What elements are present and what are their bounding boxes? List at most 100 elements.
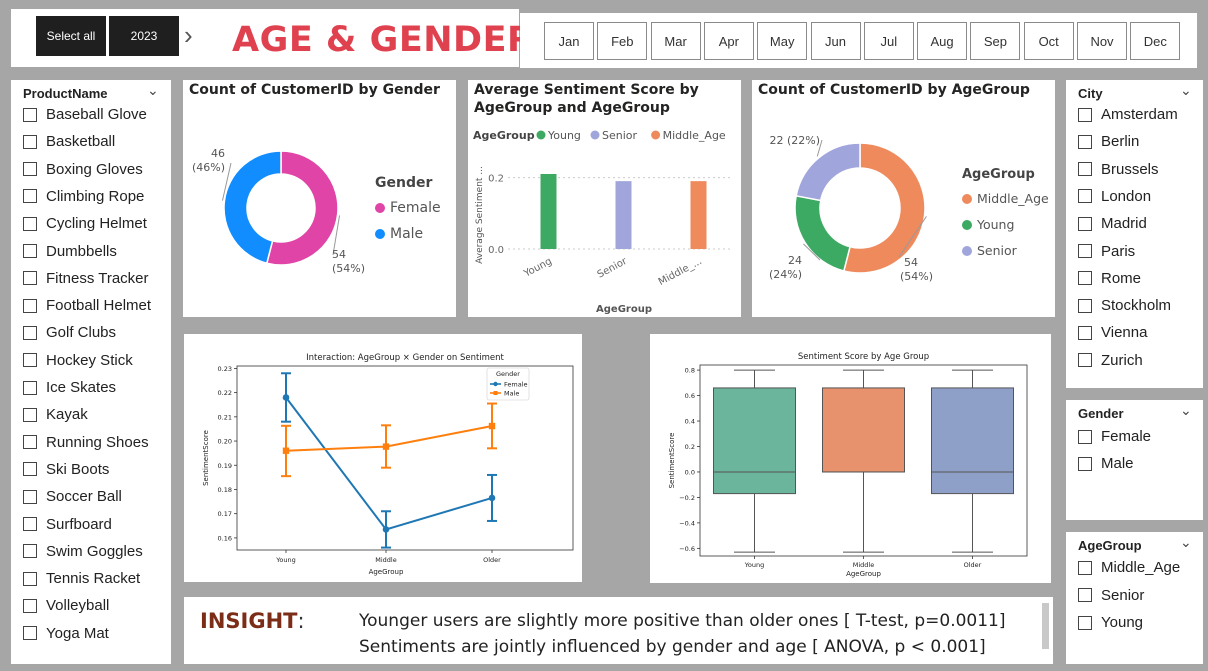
checkbox[interactable]	[23, 298, 37, 313]
checkbox[interactable]	[23, 271, 37, 286]
data-point[interactable]	[282, 394, 290, 401]
product-item-basketball[interactable]: Basketball	[23, 133, 115, 150]
legend-label-male[interactable]: Male	[390, 226, 423, 242]
checkbox[interactable]	[23, 489, 37, 504]
checkbox[interactable]	[1078, 325, 1092, 340]
checkbox[interactable]	[1078, 134, 1092, 149]
city-item-vienna[interactable]: Vienna	[1078, 324, 1147, 341]
bar-young[interactable]	[540, 174, 557, 249]
checkbox[interactable]	[1078, 271, 1092, 286]
month-button-apr[interactable]: Apr	[703, 22, 754, 60]
legend-label-young[interactable]: Young	[976, 217, 1014, 232]
chevron-right-icon[interactable]: ›	[184, 20, 193, 50]
donut-slice-male[interactable]	[223, 150, 282, 265]
legend-label-male[interactable]: Male	[504, 389, 519, 397]
product-item-swim-goggles[interactable]: Swim Goggles	[23, 543, 143, 560]
product-item-football-helmet[interactable]: Football Helmet	[23, 297, 151, 314]
agegroup-item-young[interactable]: Young	[1078, 614, 1143, 631]
checkbox[interactable]	[23, 407, 37, 422]
product-item-tennis-racket[interactable]: Tennis Racket	[23, 570, 140, 587]
checkbox[interactable]	[23, 216, 37, 231]
city-item-amsterdam[interactable]: Amsterdam	[1078, 106, 1178, 123]
month-button-feb[interactable]: Feb	[597, 22, 648, 60]
checkbox[interactable]	[23, 598, 37, 613]
checkbox[interactable]	[23, 462, 37, 477]
month-button-dec[interactable]: Dec	[1130, 22, 1181, 60]
month-button-jan[interactable]: Jan	[544, 22, 594, 60]
gender-item-male[interactable]: Male	[1078, 455, 1134, 472]
box-older[interactable]	[931, 387, 1014, 495]
city-item-zurich[interactable]: Zurich	[1078, 352, 1143, 369]
legend-label-senior[interactable]: Senior	[602, 129, 638, 142]
checkbox[interactable]	[23, 134, 37, 149]
checkbox[interactable]	[1078, 429, 1092, 444]
data-point[interactable]	[488, 422, 496, 430]
checkbox[interactable]	[23, 162, 37, 177]
legend-label-middle-age[interactable]: Middle_Age	[663, 129, 726, 142]
product-item-baseball-glove[interactable]: Baseball Glove	[23, 106, 147, 123]
donut-slice-middle-age[interactable]	[842, 142, 926, 274]
checkbox[interactable]	[1078, 298, 1092, 313]
checkbox[interactable]	[23, 571, 37, 586]
checkbox[interactable]	[23, 189, 37, 204]
city-item-berlin[interactable]: Berlin	[1078, 133, 1139, 150]
checkbox[interactable]	[23, 517, 37, 531]
checkbox[interactable]	[1078, 162, 1092, 177]
box-middle[interactable]	[822, 387, 905, 473]
checkbox[interactable]	[1078, 615, 1092, 630]
donut-slice-senior[interactable]	[795, 142, 861, 202]
month-button-oct[interactable]: Oct	[1023, 22, 1074, 60]
checkbox[interactable]	[23, 626, 37, 641]
gender-item-female[interactable]: Female	[1078, 428, 1151, 445]
chevron-down-icon[interactable]: ⌄	[1180, 82, 1192, 98]
month-button-mar[interactable]: Mar	[650, 22, 701, 60]
city-item-brussels[interactable]: Brussels	[1078, 161, 1159, 178]
data-point[interactable]	[382, 443, 390, 450]
month-button-may[interactable]: May	[757, 22, 808, 60]
month-button-nov[interactable]: Nov	[1077, 22, 1127, 60]
select-all-button[interactable]: Select all	[36, 16, 106, 56]
checkbox[interactable]	[23, 244, 37, 258]
month-button-jun[interactable]: Jun	[810, 22, 861, 60]
bar-senior[interactable]	[615, 181, 632, 249]
product-item-surfboard[interactable]: Surfboard	[23, 516, 112, 533]
checkbox[interactable]	[1078, 353, 1092, 368]
checkbox[interactable]	[23, 325, 37, 340]
checkbox[interactable]	[1078, 588, 1092, 602]
product-item-golf-clubs[interactable]: Golf Clubs	[23, 324, 116, 341]
city-item-london[interactable]: London	[1078, 188, 1151, 205]
product-item-kayak[interactable]: Kayak	[23, 406, 88, 423]
donut-slice-female[interactable]	[265, 150, 339, 266]
checkbox[interactable]	[1078, 456, 1092, 471]
chevron-down-icon[interactable]: ⌄	[1180, 534, 1192, 550]
product-item-cycling-helmet[interactable]: Cycling Helmet	[23, 215, 147, 232]
checkbox[interactable]	[23, 544, 37, 559]
data-point[interactable]	[488, 494, 496, 502]
box-young[interactable]	[713, 387, 796, 495]
checkbox[interactable]	[23, 435, 37, 450]
checkbox[interactable]	[23, 380, 37, 395]
legend-label-middle-age[interactable]: Middle_Age	[977, 191, 1049, 206]
checkbox[interactable]	[1078, 244, 1092, 258]
city-item-stockholm[interactable]: Stockholm	[1078, 297, 1171, 314]
legend-label-female[interactable]: Female	[504, 380, 528, 388]
data-point[interactable]	[282, 447, 290, 454]
chevron-down-icon[interactable]: ⌄	[147, 82, 159, 98]
product-item-volleyball[interactable]: Volleyball	[23, 597, 109, 614]
checkbox[interactable]	[1078, 107, 1092, 122]
product-item-hockey-stick[interactable]: Hockey Stick	[23, 352, 133, 369]
product-item-climbing-rope[interactable]: Climbing Rope	[23, 188, 144, 205]
checkbox[interactable]	[1078, 216, 1092, 231]
product-item-yoga-mat[interactable]: Yoga Mat	[23, 625, 109, 642]
donut-slice-young[interactable]	[794, 194, 851, 272]
city-item-rome[interactable]: Rome	[1078, 270, 1141, 287]
month-button-jul[interactable]: Jul	[863, 22, 914, 60]
legend-label-senior[interactable]: Senior	[977, 243, 1018, 258]
checkbox[interactable]	[23, 107, 37, 122]
product-item-soccer-ball[interactable]: Soccer Ball	[23, 488, 122, 505]
legend-label-female[interactable]: Female	[390, 200, 441, 216]
product-item-running-shoes[interactable]: Running Shoes	[23, 434, 149, 451]
year-2023-button[interactable]: 2023	[109, 16, 179, 56]
checkbox[interactable]	[1078, 189, 1092, 204]
month-button-aug[interactable]: Aug	[917, 22, 968, 60]
